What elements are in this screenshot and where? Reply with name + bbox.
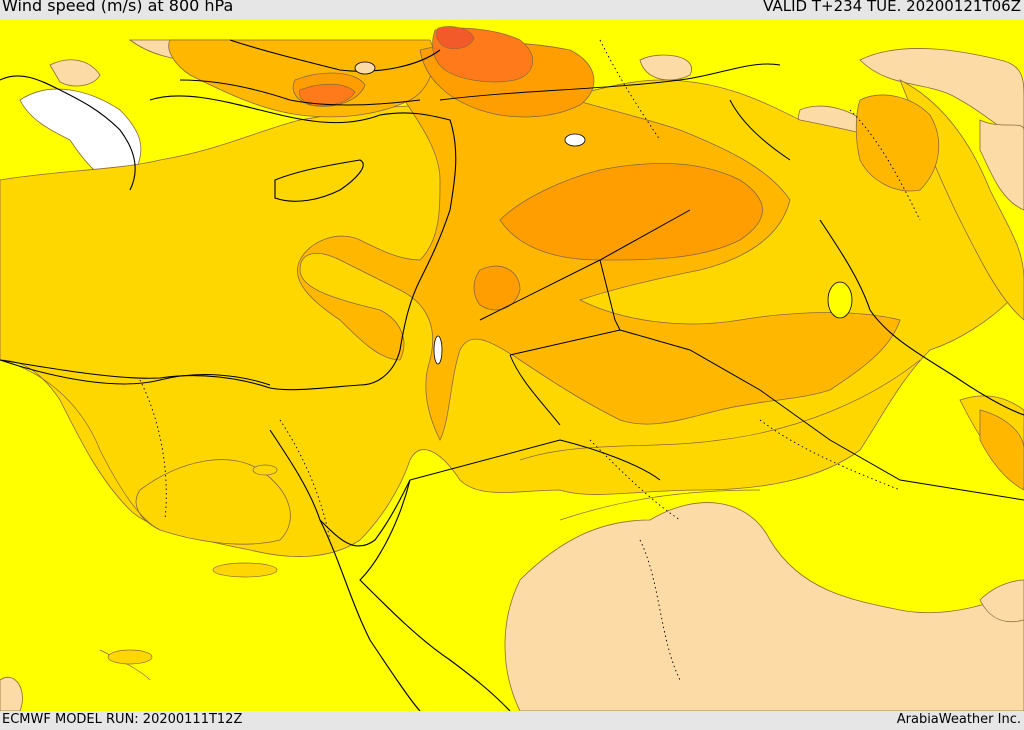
header-bar: Wind speed (m/s) at 800 hPa VALID T+234 … — [0, 0, 1024, 20]
tan-anatolia-1 — [49, 59, 101, 87]
coast-red-sea-west — [269, 429, 421, 711]
footer-bar: ECMWF MODEL RUN: 20200111T12Z ArabiaWeat… — [0, 711, 1024, 729]
coast-egypt-north — [0, 359, 271, 389]
political-borders — [139, 39, 921, 681]
tan-arabia-east — [979, 579, 1024, 623]
tan-small-1 — [639, 54, 692, 81]
orange-jordan — [473, 265, 521, 311]
coast-cyprus — [274, 159, 364, 202]
coast-persian-gulf — [819, 219, 1024, 416]
tan-northeast — [859, 48, 1024, 141]
model-run: ECMWF MODEL RUN: 20200111T12Z — [2, 712, 243, 727]
tan-small-2 — [0, 677, 23, 711]
coast-sinai — [319, 479, 411, 547]
coast-turkey-south — [149, 95, 457, 391]
wind-speed-map[interactable] — [0, 20, 1024, 711]
red-orange-core — [436, 26, 475, 50]
orange-syria-iraq — [499, 163, 763, 261]
country-borders — [0, 63, 1024, 501]
amber-iran — [855, 94, 940, 192]
coastlines — [0, 39, 1024, 711]
lake-van — [564, 133, 586, 147]
amber-gulf — [979, 409, 1024, 491]
dead-sea — [433, 335, 443, 365]
credit: ArabiaWeather Inc. — [896, 712, 1021, 727]
tan-arabia — [504, 502, 1024, 711]
dark-orange-anatolia — [299, 83, 356, 107]
coast-aegean — [0, 75, 136, 191]
gold-blobs — [107, 464, 278, 665]
coast-red-sea-east — [359, 479, 511, 711]
water-bodies — [354, 61, 853, 365]
lake-tuz — [354, 61, 376, 75]
coast-black-sea — [229, 39, 441, 72]
valid-time: VALID T+234 TUE. 20200121T06Z — [763, 0, 1021, 15]
map-title: Wind speed (m/s) at 800 hPa — [2, 0, 234, 15]
lake-urmia — [827, 281, 853, 319]
contour-lines — [0, 359, 921, 681]
